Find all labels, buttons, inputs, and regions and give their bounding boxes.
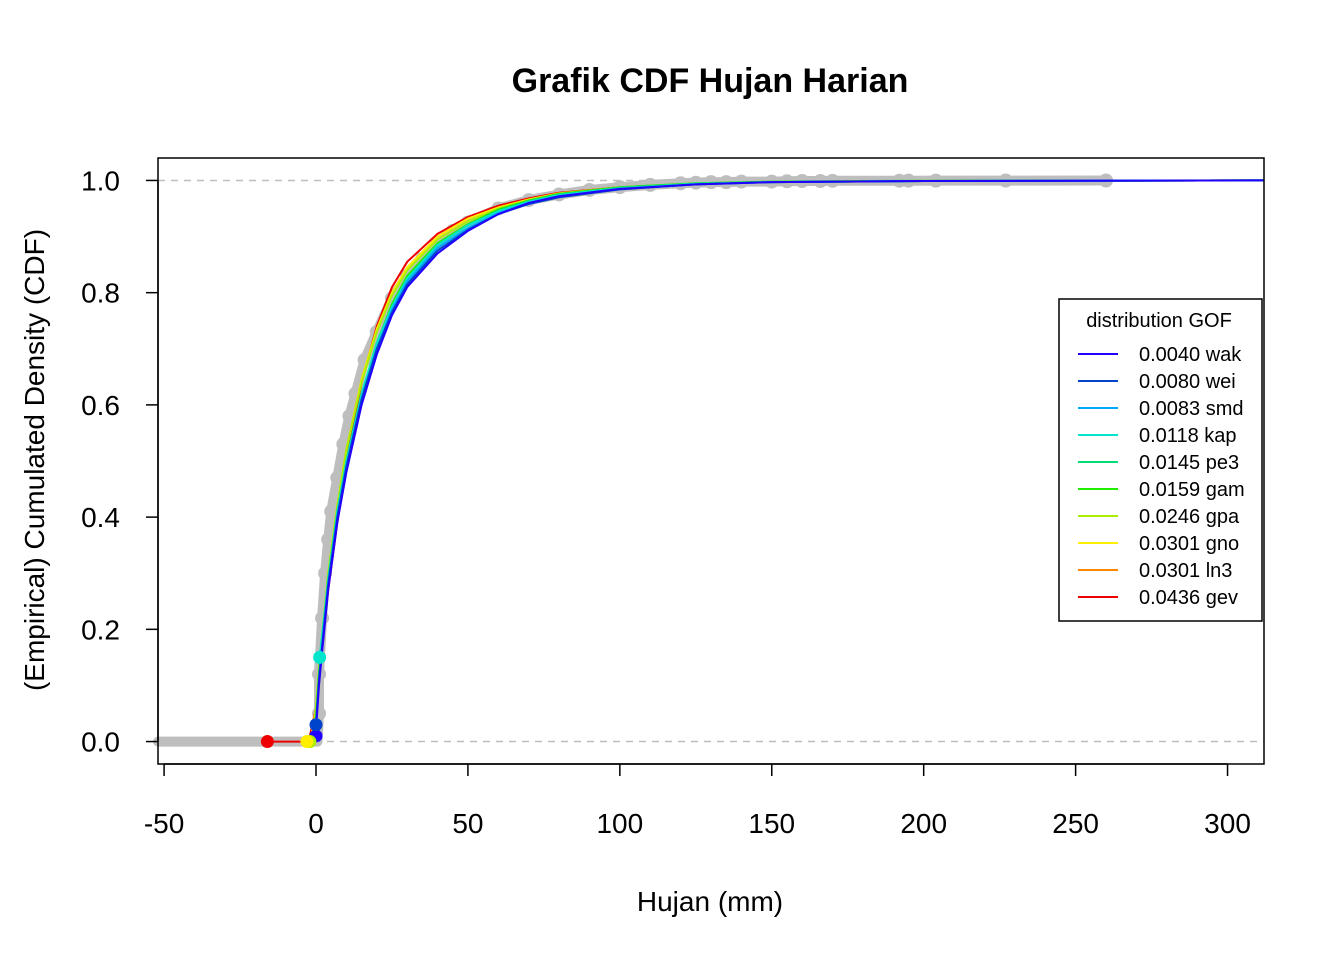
support-point-gev — [260, 735, 274, 749]
x-tick-label: 200 — [900, 808, 947, 839]
legend-entry: 0.0436 gev — [1078, 587, 1238, 609]
legend-entry: 0.0083 smd — [1078, 398, 1244, 420]
legend-label: 0.0118 kap — [1139, 425, 1237, 447]
y-tick-label: 1.0 — [81, 165, 120, 196]
legend-entry: 0.0246 gpa — [1078, 506, 1240, 528]
x-axis-label: Hujan (mm) — [637, 886, 783, 917]
y-tick-label: 0.6 — [81, 390, 120, 421]
legend-label: 0.0083 smd — [1139, 398, 1244, 420]
empirical-point — [315, 611, 330, 626]
y-tick-label: 0.8 — [81, 278, 120, 309]
y-axis: 0.0 0.2 0.4 0.6 0.8 1.0 — [81, 165, 159, 758]
chart-title: Grafik CDF Hujan Harian — [512, 62, 909, 100]
x-tick-label: 300 — [1204, 808, 1251, 839]
x-tick-label: -50 — [144, 808, 184, 839]
support-points — [260, 650, 327, 749]
legend-label: 0.0159 gam — [1139, 479, 1245, 501]
legend-label: 0.0080 wei — [1139, 371, 1236, 393]
legend-entry: 0.0159 gam — [1078, 479, 1245, 501]
support-point-wei — [309, 718, 323, 732]
x-tick-label: 250 — [1052, 808, 1099, 839]
legend-label: 0.0246 gpa — [1139, 506, 1240, 528]
y-tick-label: 0.2 — [81, 614, 120, 645]
y-tick-label: 0.0 — [81, 727, 120, 758]
legend-label: 0.0436 gev — [1139, 587, 1238, 609]
support-point-gno — [300, 735, 314, 749]
legend-box — [1058, 298, 1263, 622]
legend-entry: 0.0080 wei — [1078, 371, 1236, 393]
legend-label: 0.0145 pe3 — [1139, 452, 1239, 474]
legend-title: distribution GOF — [1086, 310, 1232, 332]
y-tick-label: 0.4 — [81, 502, 120, 533]
legend-entry: 0.0301 gno — [1078, 533, 1239, 555]
x-tick-label: 150 — [748, 808, 795, 839]
series-line-wak — [313, 179, 1265, 742]
legend-label: 0.0040 wak — [1139, 344, 1242, 366]
legend-label: 0.0301 ln3 — [1139, 560, 1232, 582]
x-tick-label: 50 — [452, 808, 483, 839]
legend-entry: 0.0301 ln3 — [1078, 560, 1232, 582]
x-tick-label: 0 — [308, 808, 324, 839]
legend-entries: 0.0040 wak 0.0080 wei 0.0083 smd 0.0118 kap… — [1078, 344, 1245, 609]
support-point-kap — [313, 650, 327, 664]
x-tick-label: 100 — [596, 808, 643, 839]
legend-entry: 0.0040 wak — [1078, 344, 1242, 366]
legend-entry: 0.0145 pe3 — [1078, 452, 1239, 474]
legend-entry: 0.0118 kap — [1078, 425, 1237, 447]
x-axis: -50 0 50 100 150 200 250 300 — [144, 763, 1251, 839]
empirical-point — [324, 504, 339, 519]
y-axis-label: (Empirical) Cumulated Density (CDF) — [19, 229, 50, 691]
legend-label: 0.0301 gno — [1139, 533, 1239, 555]
